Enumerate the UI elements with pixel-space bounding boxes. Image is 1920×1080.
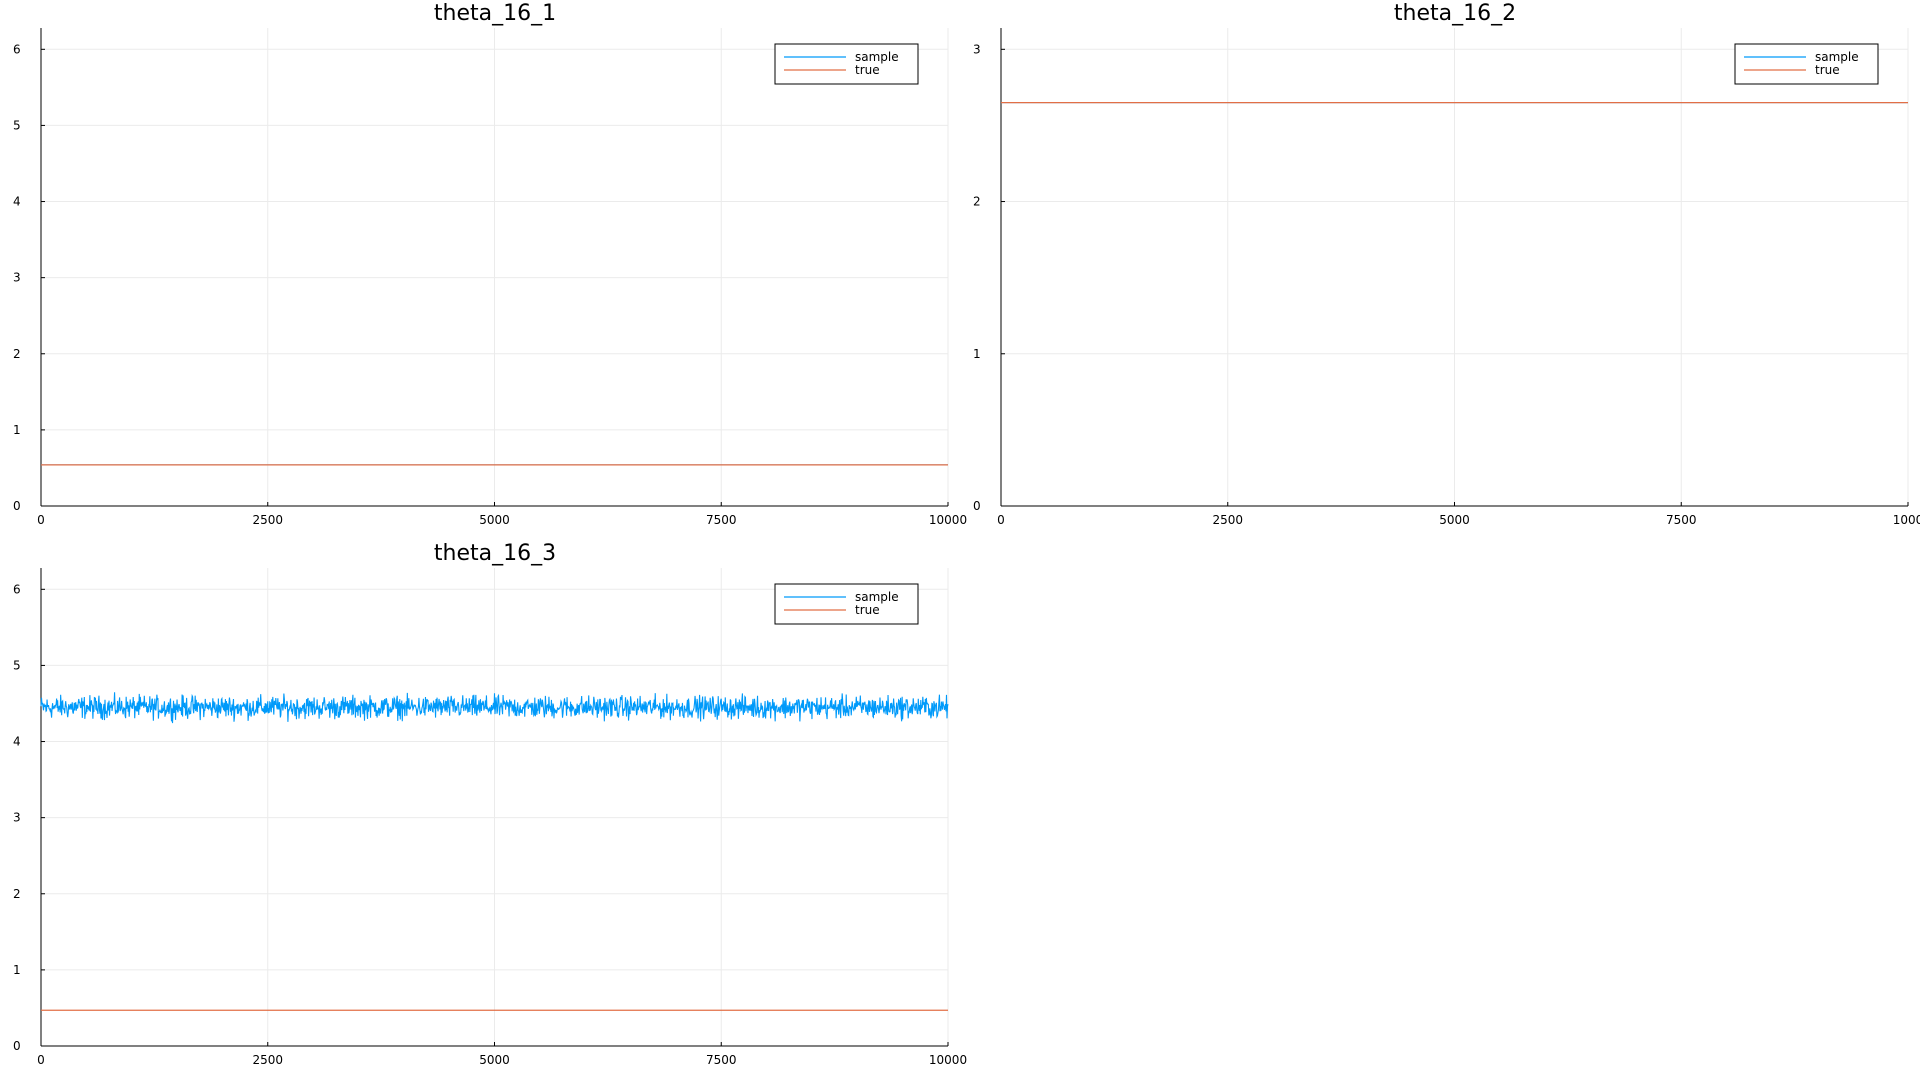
y-tick-label: 0 — [973, 499, 981, 513]
x-tick-label: 5000 — [479, 513, 510, 527]
legend-label-sample: sample — [1815, 50, 1859, 64]
y-tick-label: 1 — [13, 963, 21, 977]
chart-title: theta_16_2 — [1394, 1, 1516, 26]
y-tick-label: 2 — [13, 347, 21, 361]
x-tick-label: 10000 — [929, 1053, 967, 1067]
x-tick-label: 2500 — [1212, 513, 1243, 527]
x-tick-label: 0 — [37, 1053, 45, 1067]
x-tick-label: 10000 — [929, 513, 967, 527]
series-sample-line — [40, 692, 949, 724]
y-tick-label: 5 — [13, 118, 21, 132]
chart-panel-1: 0 2500 5000 7500 10000 0 1 2 3 4 5 6 theta_16_1sampl… — [13, 1, 967, 527]
chart-panel-2: 0 2500 5000 7500 10000123theta_16_2sampletru… — [973, 1, 1920, 527]
legend-box — [1734, 43, 1879, 85]
x-tick-label: 5000 — [479, 1053, 510, 1067]
y-tick-label: 3 — [973, 42, 981, 56]
y-tick-label: 0 — [13, 1039, 21, 1053]
y-tick-label: 6 — [13, 582, 21, 596]
x-tick-label: 0 — [37, 513, 45, 527]
legend-box — [774, 583, 919, 625]
y-tick-label: 2 — [973, 195, 981, 209]
y-tick-label: 1 — [13, 423, 21, 437]
y-tick-label: 6 — [13, 42, 21, 56]
y-tick-label: 5 — [13, 658, 21, 672]
x-tick-label: 0 — [997, 513, 1005, 527]
y-tick-label: 2 — [13, 887, 21, 901]
chart-title: theta_16_3 — [434, 541, 556, 566]
chart-panel-3: 0 2500 5000 7500 10000 0 1 2 3 4 5 6 theta_16_3sampl… — [13, 541, 967, 1067]
y-tick-label: 4 — [13, 735, 21, 749]
x-tick-label: 2500 — [252, 1053, 283, 1067]
y-tick-label: 1 — [973, 347, 981, 361]
x-tick-label: 7500 — [1666, 513, 1697, 527]
y-tick-label: 3 — [13, 271, 21, 285]
x-tick-label: 7500 — [706, 513, 737, 527]
x-tick-label: 2500 — [252, 513, 283, 527]
legend-label-sample: sample — [855, 590, 899, 604]
legend-label-sample: sample — [855, 50, 899, 64]
x-tick-label: 5000 — [1439, 513, 1470, 527]
x-tick-label: 7500 — [706, 1053, 737, 1067]
x-tick-label: 1000 — [1893, 513, 1920, 527]
legend-label-true: true — [1815, 63, 1840, 77]
legend-box — [774, 43, 919, 85]
y-tick-label: 4 — [13, 195, 21, 209]
chart-title: theta_16_1 — [434, 1, 556, 26]
y-tick-label: 3 — [13, 811, 21, 825]
legend-label-true: true — [855, 603, 880, 617]
y-tick-label: 0 — [13, 499, 21, 513]
legend-label-true: true — [855, 63, 880, 77]
